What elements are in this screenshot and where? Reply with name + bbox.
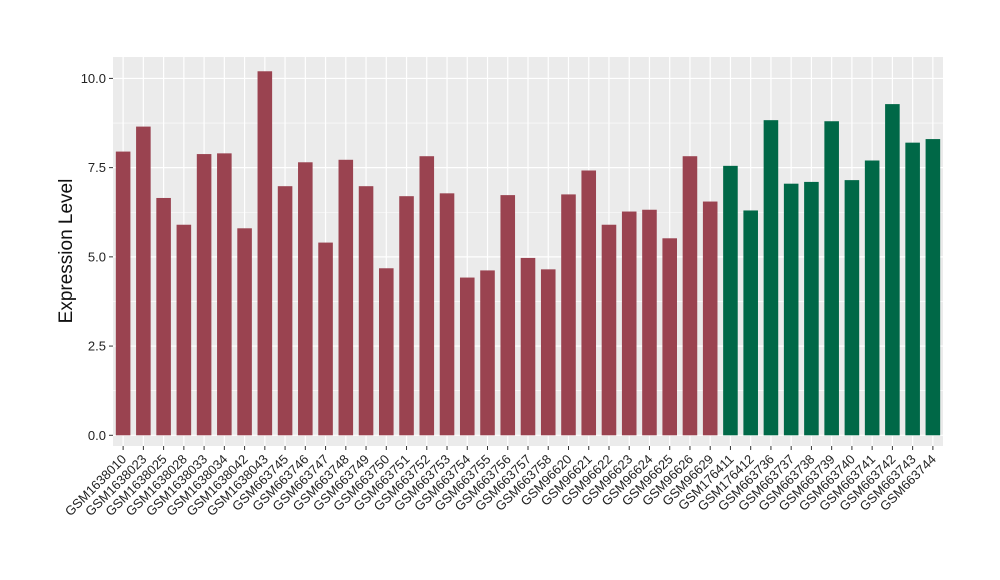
bar-GSM96629 — [702, 201, 718, 436]
bar-GSM96620 — [561, 194, 576, 436]
bar-GSM663743 — [905, 142, 920, 436]
bar-GSM1638043 — [257, 71, 273, 436]
bar-GSM663748 — [338, 159, 354, 436]
bar-GSM176412 — [743, 210, 758, 436]
y-axis-title: Expression Level — [56, 179, 77, 324]
bar-GSM663738 — [804, 181, 819, 436]
bar-GSM663740 — [844, 180, 860, 436]
bar-GSM663746 — [298, 162, 313, 436]
bar-GSM96621 — [581, 170, 597, 436]
bar-GSM663749 — [358, 186, 374, 436]
bar-GSM1638025 — [156, 197, 171, 436]
bar-GSM663758 — [540, 269, 556, 436]
bar-GSM663752 — [419, 156, 435, 436]
bar-GSM663757 — [520, 257, 536, 436]
bar-GSM1638010 — [115, 151, 131, 436]
bar-GSM96622 — [601, 224, 617, 436]
bar-GSM1638034 — [217, 153, 232, 436]
bar-GSM663739 — [824, 121, 839, 436]
bar-GSM663754 — [459, 277, 475, 436]
bar-GSM96623 — [621, 211, 637, 436]
bar-GSM663736 — [763, 120, 779, 436]
bar-GSM1638033 — [196, 154, 212, 436]
bar-GSM663747 — [318, 242, 333, 436]
bar-GSM663753 — [439, 193, 455, 436]
bar-GSM663742 — [885, 104, 900, 436]
x-axis: GSM1638010GSM1638023GSM1638025GSM1638028… — [62, 446, 939, 519]
bar-GSM663751 — [399, 196, 414, 436]
bar-GSM1638023 — [136, 126, 151, 436]
y-tick-label: 5.0 — [88, 249, 106, 264]
bar-GSM176411 — [723, 165, 738, 436]
bar-GSM1638028 — [176, 224, 192, 436]
bar-GSM663745 — [277, 186, 293, 436]
y-tick-label: 2.5 — [88, 339, 106, 354]
bar-GSM663750 — [379, 268, 394, 436]
bars — [115, 71, 941, 436]
bar-GSM663744 — [925, 139, 941, 436]
bar-GSM663737 — [783, 183, 799, 436]
bar-GSM96624 — [642, 209, 657, 436]
y-axis: 0.0 2.5 5.0 7.5 10.0 — [81, 71, 113, 443]
bar-GSM663741 — [864, 160, 880, 436]
y-tick-label: 0.0 — [88, 428, 106, 443]
y-tick-label: 10.0 — [81, 71, 106, 86]
y-tick-label: 7.5 — [88, 160, 106, 175]
bar-GSM96626 — [682, 156, 698, 436]
bar-GSM663755 — [480, 270, 495, 436]
bar-GSM96625 — [662, 238, 677, 436]
bar-GSM663756 — [500, 195, 516, 436]
bar-GSM1638042 — [237, 228, 252, 436]
